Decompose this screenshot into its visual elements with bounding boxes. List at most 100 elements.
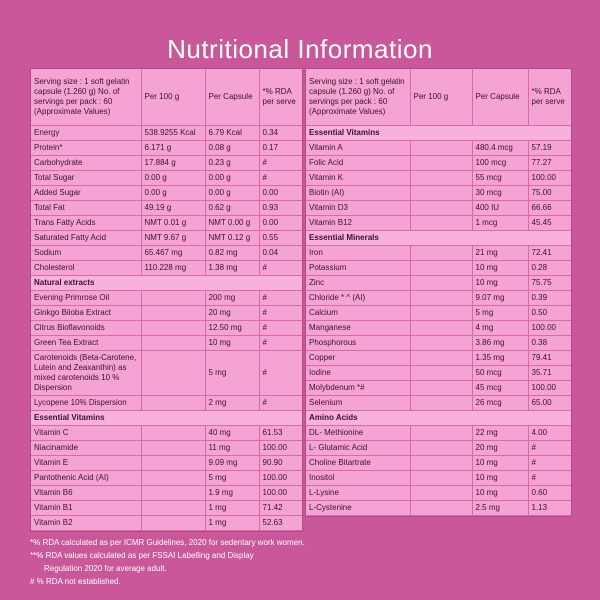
rda-value: 100.00 <box>528 320 571 336</box>
rda-value: 0.39 <box>528 290 571 306</box>
nutrient-row: Protein* 6.171 g 0.08 g 0.17 <box>31 140 302 156</box>
per-100g-value <box>410 335 473 351</box>
section-header: Natural extracts <box>31 275 302 291</box>
nutrient-name: Inositol <box>306 470 411 486</box>
nutrient-row: L-Cystenine 2.5 mg 1.13 <box>306 500 571 516</box>
per-100g-value <box>141 515 206 531</box>
per-100g-value: 538.9255 Kcal <box>141 125 206 141</box>
rda-header: *% RDA per serve <box>259 69 302 126</box>
per-100g-value <box>410 305 473 321</box>
nutrient-name: DL- Methionine <box>306 425 411 441</box>
nutrient-name: Copper <box>306 350 411 366</box>
serving-size-header: Serving size : 1 soft gelatin capsule (1… <box>31 69 142 126</box>
per-100g-value <box>141 455 206 471</box>
nutrient-row: Total Sugar 0.00 g 0.00 g # <box>31 170 302 186</box>
nutrient-name: Selenium <box>306 395 411 411</box>
nutrient-name: Ginkgo Biloba Extract <box>31 305 142 321</box>
per-100g-value: 0.00 g <box>141 170 206 186</box>
nutrient-name: L-Lysine <box>306 485 411 501</box>
per-capsule-value: 400 IU <box>472 200 529 216</box>
rda-value: 72.41 <box>528 245 571 261</box>
nutrient-row: Manganese 4 mg 100.00 <box>306 320 571 336</box>
nutrient-row: Sodium 65.467 mg 0.82 mg 0.04 <box>31 245 302 261</box>
nutrient-name: Vitamin A <box>306 140 411 156</box>
rda-value: 100.00 <box>528 170 571 186</box>
nutrition-table-right: Serving size : 1 soft gelatin capsule (1… <box>305 68 572 517</box>
rda-value: 0.04 <box>259 245 302 261</box>
per-capsule-value: 50 mcg <box>472 365 529 381</box>
nutrient-name: Biotin (AI) <box>306 185 411 201</box>
per-capsule-value: 10 mg <box>472 485 529 501</box>
table-header-row: Serving size : 1 soft gelatin capsule (1… <box>31 69 302 126</box>
per-capsule-value: 200 mg <box>205 290 260 306</box>
nutrient-name: Choline Bitartrate <box>306 455 411 471</box>
per-capsule-value: NMT 0.00 g <box>205 215 260 231</box>
nutrient-row: Vitamin B12 1 mcg 45.45 <box>306 215 571 231</box>
rda-value: 0.93 <box>259 200 302 216</box>
per-capsule-value: 6.79 Kcal <box>205 125 260 141</box>
per-capsule-value: 1.38 mg <box>205 260 260 276</box>
per-100g-header: Per 100 g <box>141 69 206 126</box>
per-100g-value: 110.228 mg <box>141 260 206 276</box>
per-capsule-value: 2 mg <box>205 395 260 411</box>
nutrient-row: Iodine 50 mcg 35.71 <box>306 365 571 381</box>
rda-value: 0.00 <box>259 215 302 231</box>
nutrient-name: Vitamin B6 <box>31 485 142 501</box>
rda-value: 0.34 <box>259 125 302 141</box>
nutrient-row: Pantothenic Acid (AI) 5 mg 100.00 <box>31 470 302 486</box>
nutrient-name: Vitamin E <box>31 455 142 471</box>
nutrient-name: Iron <box>306 245 411 261</box>
nutrient-row: Selenium 26 mcg 65.00 <box>306 395 571 411</box>
rda-value: 100.00 <box>259 485 302 501</box>
per-capsule-value: 10 mg <box>472 275 529 291</box>
nutrient-row: DL- Methionine 22 mg 4.00 <box>306 425 571 441</box>
nutrient-name: Folic Acid <box>306 155 411 171</box>
rda-value: 0.50 <box>528 305 571 321</box>
per-100g-value <box>410 215 473 231</box>
nutrient-name: Lycopene 10% Dispersion <box>31 395 142 411</box>
per-capsule-header: Per Capsule <box>472 69 529 126</box>
rda-value: 35.71 <box>528 365 571 381</box>
rda-value: # <box>259 350 302 396</box>
per-capsule-value: 20 mg <box>205 305 260 321</box>
nutrient-row: Energy 538.9255 Kcal 6.79 Kcal 0.34 <box>31 125 302 141</box>
per-100g-value <box>410 185 473 201</box>
section-title: Essential Minerals <box>306 230 571 246</box>
rda-value: 65.00 <box>528 395 571 411</box>
nutrient-row: Added Sugar 0.00 g 0.00 g 0.00 <box>31 185 302 201</box>
per-capsule-value: 21 mg <box>472 245 529 261</box>
nutrient-name: Vitamin B12 <box>306 215 411 231</box>
per-capsule-value: 100 mcg <box>472 155 529 171</box>
nutrient-name: Iodine <box>306 365 411 381</box>
per-100g-value <box>141 350 206 396</box>
per-capsule-value: 22 mg <box>472 425 529 441</box>
nutrient-row: Cholesterol 110.228 mg 1.38 mg # <box>31 260 302 276</box>
rda-value: 57.19 <box>528 140 571 156</box>
per-capsule-value: 1 mcg <box>472 215 529 231</box>
per-100g-value <box>141 290 206 306</box>
per-capsule-header: Per Capsule <box>205 69 260 126</box>
table-header-row: Serving size : 1 soft gelatin capsule (1… <box>306 69 571 126</box>
nutrient-name: Carbohydrate <box>31 155 142 171</box>
nutrient-row: Carbohydrate 17.884 g 0.23 g # <box>31 155 302 171</box>
per-100g-value <box>410 395 473 411</box>
per-100g-value <box>410 455 473 471</box>
nutrient-row: Phosphorous 3.86 mg 0.38 <box>306 335 571 351</box>
serving-size-header: Serving size : 1 soft gelatin capsule (1… <box>306 69 411 126</box>
per-capsule-value: 480.4 mcg <box>472 140 529 156</box>
per-100g-value <box>141 500 206 516</box>
rda-value: # <box>528 455 571 471</box>
per-capsule-value: 20 mg <box>472 440 529 456</box>
rda-value: # <box>259 335 302 351</box>
nutrition-table-left: Serving size : 1 soft gelatin capsule (1… <box>30 68 303 532</box>
nutrient-row: Vitamin D3 400 IU 66.66 <box>306 200 571 216</box>
per-capsule-value: 0.00 g <box>205 185 260 201</box>
per-capsule-value: 26 mcg <box>472 395 529 411</box>
nutrient-row: L- Glutamic Acid 20 mg # <box>306 440 571 456</box>
rda-value: 77.27 <box>528 155 571 171</box>
nutrient-name: Protein* <box>31 140 142 156</box>
rda-value: 100.00 <box>259 470 302 486</box>
nutrient-name: Added Sugar <box>31 185 142 201</box>
per-capsule-value: 5 mg <box>205 350 260 396</box>
nutrient-row: Choline Bitartrate 10 mg # <box>306 455 571 471</box>
